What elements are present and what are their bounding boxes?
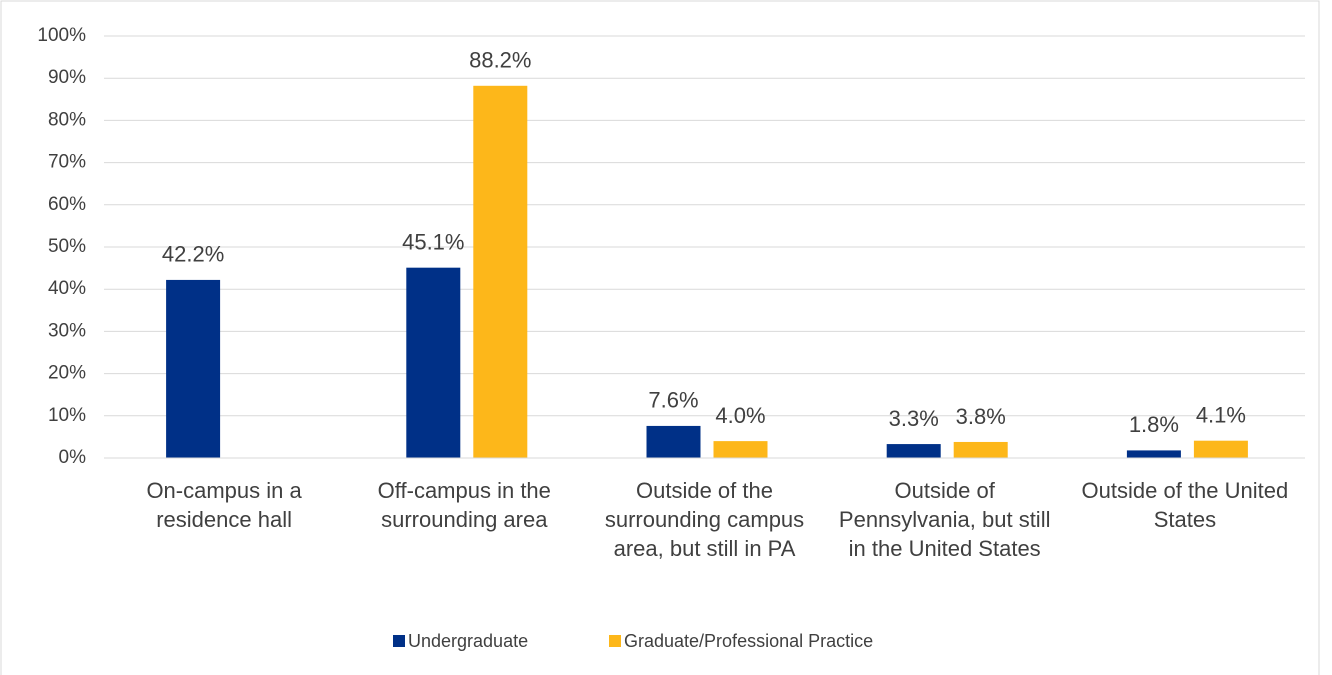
data-label: 3.8% [956,404,1006,429]
y-tick-label: 80% [48,109,86,130]
legend-swatch [609,635,621,647]
x-tick-label: Outside of the surrounding campus area, … [604,478,805,561]
data-label: 4.1% [1196,403,1246,428]
bar [406,267,461,458]
bar [473,85,528,459]
data-label: 3.3% [889,406,939,431]
x-tick-label: Off-campus in the surrounding area [377,478,551,532]
legend-label: Graduate/Professional Practice [624,631,873,651]
y-tick-label: 40% [48,278,86,299]
y-tick-label: 30% [48,320,86,341]
y-tick-label: 70% [48,152,86,173]
x-tick-label: On-campus in a residence hall [146,478,302,532]
y-tick-label: 50% [48,236,86,257]
legend-label: Undergraduate [408,631,528,651]
bar [1126,450,1181,458]
data-label: 42.2% [162,242,224,267]
bar [1193,440,1248,458]
y-tick-label: 0% [59,447,87,468]
x-tick-label: Outside of Pennsylvania, but still in th… [838,478,1051,561]
bar [953,441,1008,458]
bar [166,279,221,458]
y-tick-label: 100% [37,25,86,46]
y-tick-label: 90% [48,67,86,88]
legend-swatch [393,635,405,647]
y-tick-label: 60% [48,194,86,215]
y-tick-label: 20% [48,363,86,384]
bar [646,425,701,458]
x-tick-label: Outside of the United States [1081,478,1289,532]
data-label: 88.2% [469,48,531,73]
data-label: 4.0% [715,403,765,428]
bar [886,444,941,458]
data-label: 45.1% [402,229,464,254]
y-tick-label: 10% [48,405,86,426]
data-label: 1.8% [1129,412,1179,437]
data-label: 7.6% [648,388,698,413]
bar [713,441,768,458]
